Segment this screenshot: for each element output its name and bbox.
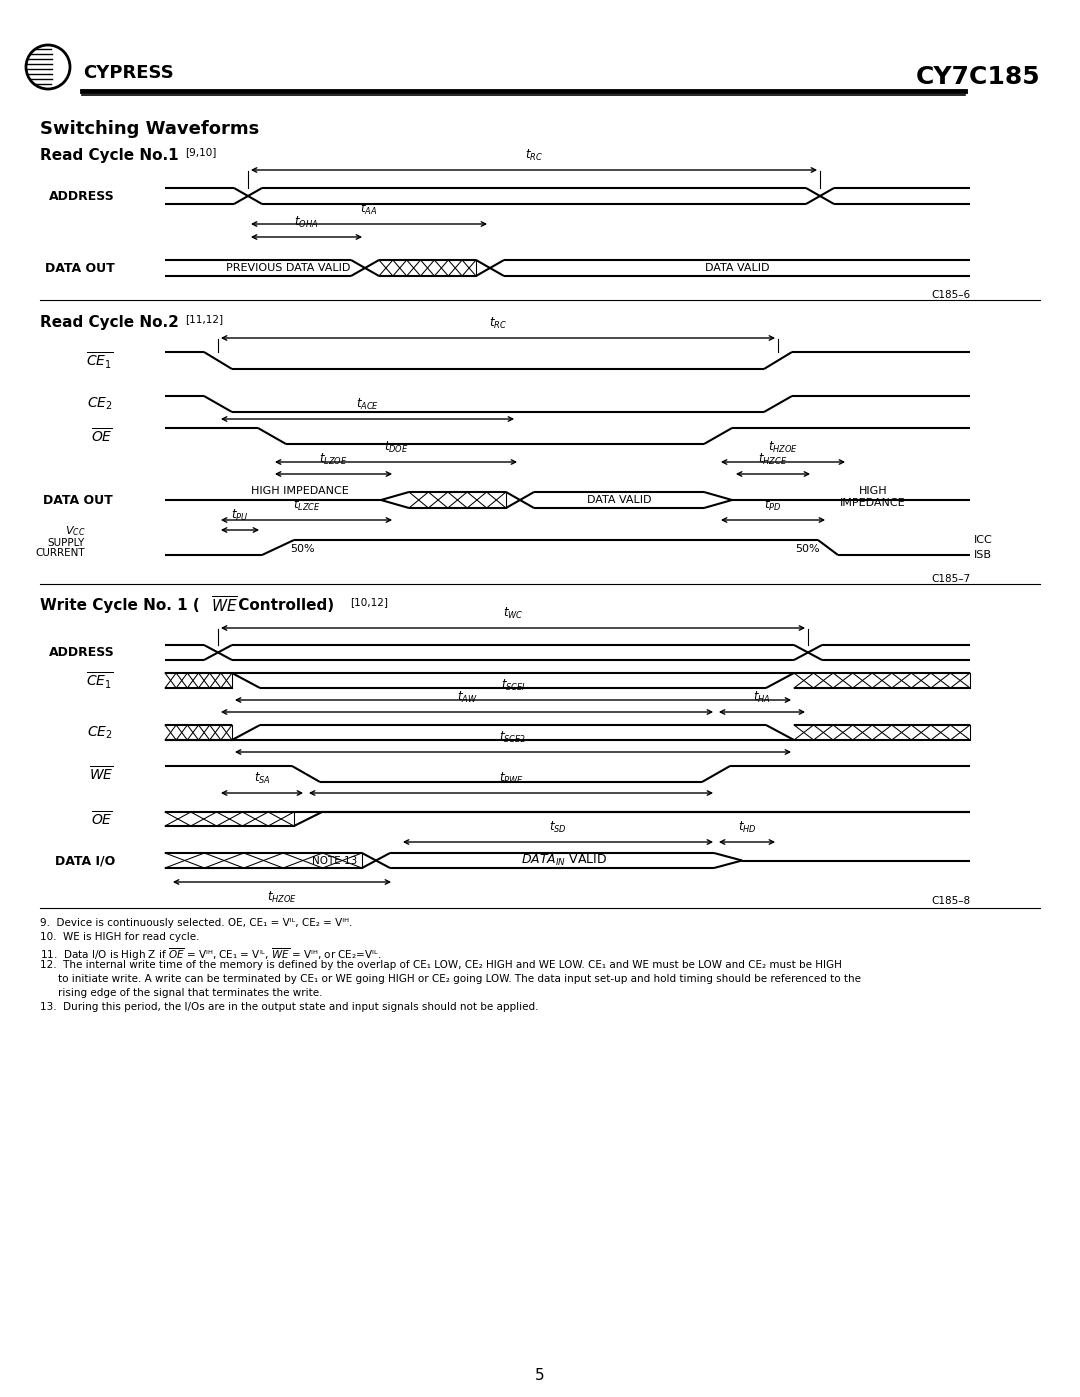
Text: $t_{HZOE}$: $t_{HZOE}$ xyxy=(267,890,297,905)
Text: CY7C185: CY7C185 xyxy=(916,66,1040,89)
Text: $t_{PU}$: $t_{PU}$ xyxy=(231,509,248,522)
Text: $t_{HZOE}$: $t_{HZOE}$ xyxy=(768,440,798,455)
Text: CURRENT: CURRENT xyxy=(36,548,85,557)
Text: $t_{LZCE}$: $t_{LZCE}$ xyxy=(293,497,321,513)
Text: NOTE 13: NOTE 13 xyxy=(312,855,357,866)
Text: DATA VALID: DATA VALID xyxy=(705,263,769,272)
Text: $\overline{CE_1}$: $\overline{CE_1}$ xyxy=(86,671,113,692)
Text: PREVIOUS DATA VALID: PREVIOUS DATA VALID xyxy=(226,263,350,272)
Text: $t_{SCEI}$: $t_{SCEI}$ xyxy=(500,678,526,693)
Text: $\overline{WE}$: $\overline{WE}$ xyxy=(211,597,238,616)
Text: rising edge of the signal that terminates the write.: rising edge of the signal that terminate… xyxy=(58,988,323,997)
Text: $\overline{OE}$: $\overline{OE}$ xyxy=(92,810,113,828)
Text: [11,12]: [11,12] xyxy=(185,314,224,324)
Text: Switching Waveforms: Switching Waveforms xyxy=(40,120,259,138)
Text: 9.  Device is continuously selected. OE, CE₁ = Vᴵᴸ, CE₂ = Vᴵᴴ.: 9. Device is continuously selected. OE, … xyxy=(40,918,352,928)
Text: $t_{ACE}$: $t_{ACE}$ xyxy=(356,397,379,412)
Text: 13.  During this period, the I/Os are in the output state and input signals shou: 13. During this period, the I/Os are in … xyxy=(40,1002,539,1011)
Text: $\overline{CE_1}$: $\overline{CE_1}$ xyxy=(86,351,113,370)
Text: ICC: ICC xyxy=(974,535,993,545)
Text: DATA VALID: DATA VALID xyxy=(586,495,651,504)
Text: HIGH
IMPEDANCE: HIGH IMPEDANCE xyxy=(840,486,906,507)
Text: C185–8: C185–8 xyxy=(931,895,970,907)
Text: Controlled): Controlled) xyxy=(233,598,334,613)
Text: ISB: ISB xyxy=(974,550,993,560)
Text: $t_{SD}$: $t_{SD}$ xyxy=(549,820,567,835)
Text: $t_{OHA}$: $t_{OHA}$ xyxy=(295,215,319,231)
Text: $\overline{WE}$: $\overline{WE}$ xyxy=(89,764,113,784)
Text: $t_{LZOE}$: $t_{LZOE}$ xyxy=(320,451,348,467)
Text: C185–6: C185–6 xyxy=(931,291,970,300)
Text: $t_{DOE}$: $t_{DOE}$ xyxy=(383,440,408,455)
Text: DATA OUT: DATA OUT xyxy=(43,493,113,507)
Text: 11.  Data I/O is High Z if $\overline{OE}$ = Vᴵᴴ, CE₁ = Vᴵᴸ, $\overline{WE}$ = V: 11. Data I/O is High Z if $\overline{OE}… xyxy=(40,946,381,963)
Text: $t_{AW}$: $t_{AW}$ xyxy=(457,690,477,705)
Text: $t_{HZCE}$: $t_{HZCE}$ xyxy=(758,451,787,467)
Text: ADDRESS: ADDRESS xyxy=(50,190,114,203)
Text: DATA OUT: DATA OUT xyxy=(45,261,114,274)
Text: Read Cycle No.2: Read Cycle No.2 xyxy=(40,314,179,330)
Text: [10,12]: [10,12] xyxy=(350,597,388,608)
Text: C185–7: C185–7 xyxy=(931,574,970,584)
Text: $CE_2$: $CE_2$ xyxy=(87,724,113,740)
Text: SUPPLY: SUPPLY xyxy=(48,538,85,548)
Text: $t_{RC}$: $t_{RC}$ xyxy=(489,316,507,331)
Text: $t_{SA}$: $t_{SA}$ xyxy=(254,771,270,787)
Text: $t_{PWE}$: $t_{PWE}$ xyxy=(499,771,524,787)
Text: 10.  WE is HIGH for read cycle.: 10. WE is HIGH for read cycle. xyxy=(40,932,200,942)
Text: $t_{WC}$: $t_{WC}$ xyxy=(503,606,523,622)
Text: Read Cycle No.1: Read Cycle No.1 xyxy=(40,148,178,163)
Text: 50%: 50% xyxy=(291,543,314,555)
Text: $DATA_{IN}$ VALID: $DATA_{IN}$ VALID xyxy=(521,854,607,868)
Text: $\overline{OE}$: $\overline{OE}$ xyxy=(92,427,113,446)
Text: $t_{PD}$: $t_{PD}$ xyxy=(765,497,782,513)
Text: HIGH IMPEDANCE: HIGH IMPEDANCE xyxy=(252,486,349,496)
Text: 12.  The internal write time of the memory is defined by the overlap of CE₁ LOW,: 12. The internal write time of the memor… xyxy=(40,960,842,970)
Text: 50%: 50% xyxy=(795,543,820,555)
Text: $t_{HA}$: $t_{HA}$ xyxy=(753,690,771,705)
Text: $t_{SCE2}$: $t_{SCE2}$ xyxy=(499,729,527,745)
Text: Write Cycle No. 1 (: Write Cycle No. 1 ( xyxy=(40,598,200,613)
Text: $t_{HD}$: $t_{HD}$ xyxy=(738,820,756,835)
Text: $t_{RC}$: $t_{RC}$ xyxy=(525,148,543,163)
Text: ADDRESS: ADDRESS xyxy=(50,645,114,659)
Text: DATA I/O: DATA I/O xyxy=(55,854,114,868)
Text: $t_{AA}$: $t_{AA}$ xyxy=(361,203,378,217)
Text: to initiate write. A write can be terminated by CE₁ or WE going HIGH or CE₂ goin: to initiate write. A write can be termin… xyxy=(58,974,861,983)
Text: [9,10]: [9,10] xyxy=(185,147,216,156)
Text: $V_{CC}$: $V_{CC}$ xyxy=(65,524,85,538)
Text: 5: 5 xyxy=(536,1368,544,1383)
Text: $CE_2$: $CE_2$ xyxy=(87,395,113,412)
Text: CYPRESS: CYPRESS xyxy=(83,64,174,82)
